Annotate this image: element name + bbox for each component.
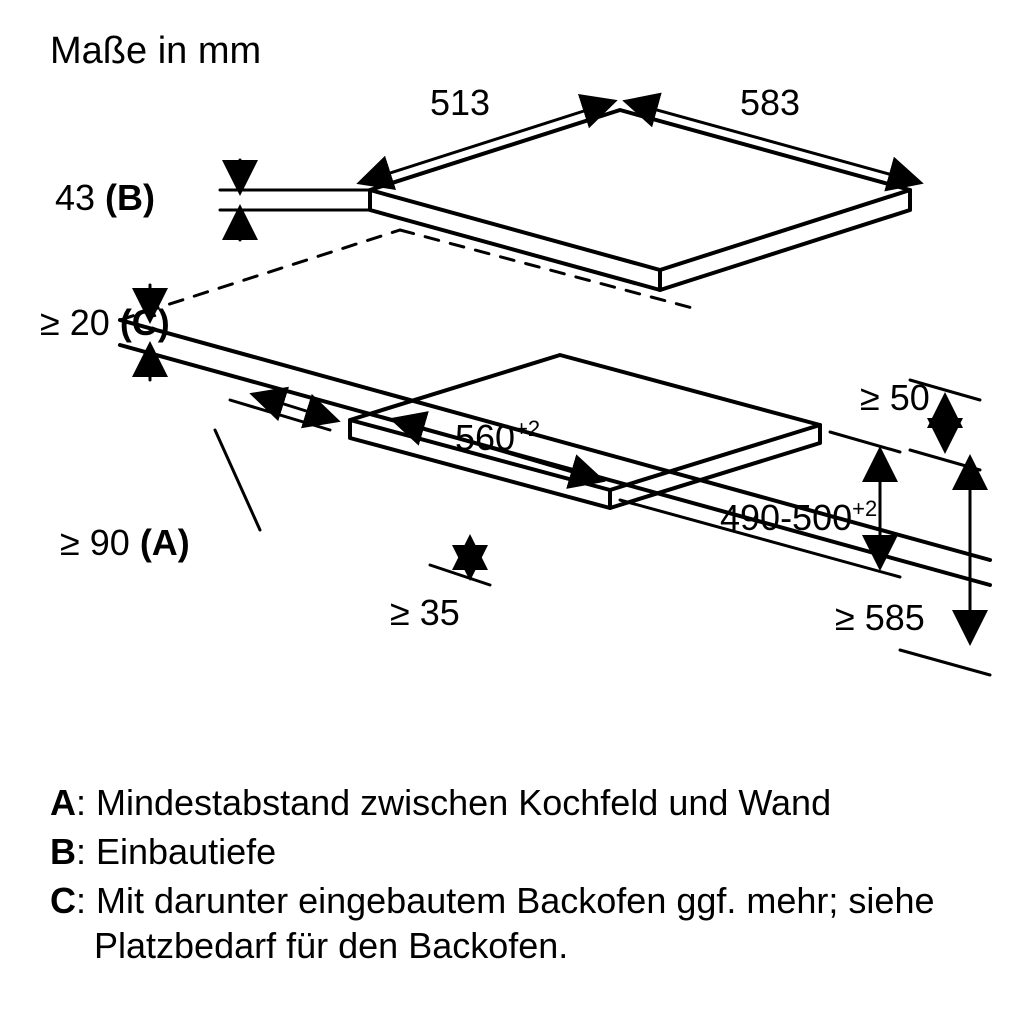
- dim-560: 560+2: [455, 416, 540, 458]
- dim-50: ≥ 50: [860, 377, 930, 418]
- legend-B: B: Einbautiefe: [50, 829, 984, 874]
- dim-43B: 43 (B): [55, 177, 155, 218]
- dim-583: 583: [740, 82, 800, 123]
- legend-A: A: Mindestabstand zwischen Kochfeld und …: [50, 780, 984, 825]
- dimension-drawing: 513 583 43 (B) ≥ 20 (C) ≥ 90 (A) ≥ 50 56…: [0, 0, 1024, 780]
- dim-20C: ≥ 20 (C): [40, 302, 170, 343]
- dim-490-500: 490-500+2: [720, 496, 877, 538]
- dim-513: 513: [430, 82, 490, 123]
- dim-35: ≥ 35: [390, 592, 460, 633]
- dim-585: ≥ 585: [835, 597, 925, 638]
- legend: A: Mindestabstand zwischen Kochfeld und …: [50, 780, 984, 972]
- dim-90A: ≥ 90 (A): [60, 522, 190, 563]
- legend-C: C: Mit darunter eingebautem Backofen ggf…: [50, 878, 984, 968]
